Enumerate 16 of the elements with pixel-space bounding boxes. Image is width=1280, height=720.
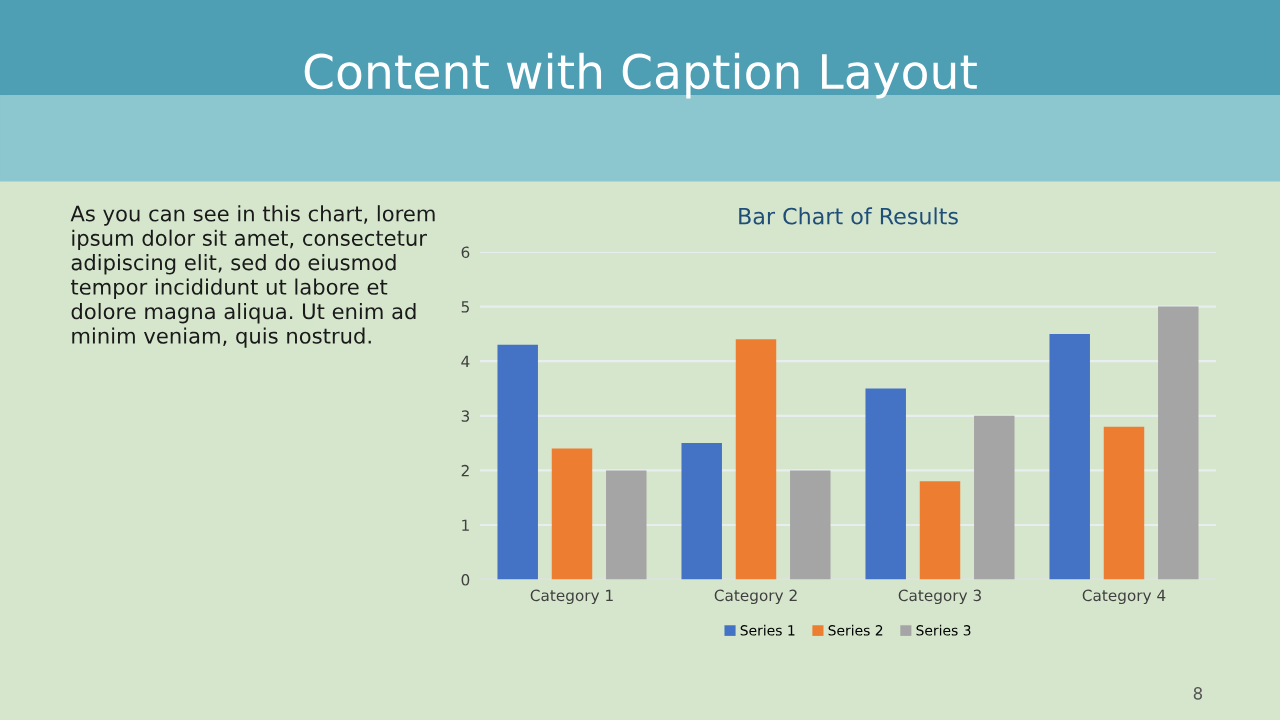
bar [919, 481, 961, 580]
text: 8 [1193, 687, 1203, 700]
bar [551, 448, 593, 580]
text: As you can see in this chart, lorem ipsum dolor sit amet, consectetur adipiscing elit, sed do eiusmod tempor incididunt ut labore et dolore magna aliqua. Ut enim ad minim veniam, quis nostrud. [70, 205, 435, 348]
bar [974, 415, 1015, 580]
bar [1103, 426, 1145, 580]
bar [1158, 306, 1199, 580]
bar [735, 339, 777, 580]
bar [497, 344, 538, 580]
bar [1049, 333, 1090, 580]
bar [865, 388, 906, 580]
bar [681, 443, 722, 580]
bar [790, 470, 831, 580]
bar [606, 470, 647, 580]
chart-title: Bar Chart of Results [739, 207, 958, 225]
text: Content with Caption Layout [304, 52, 977, 99]
